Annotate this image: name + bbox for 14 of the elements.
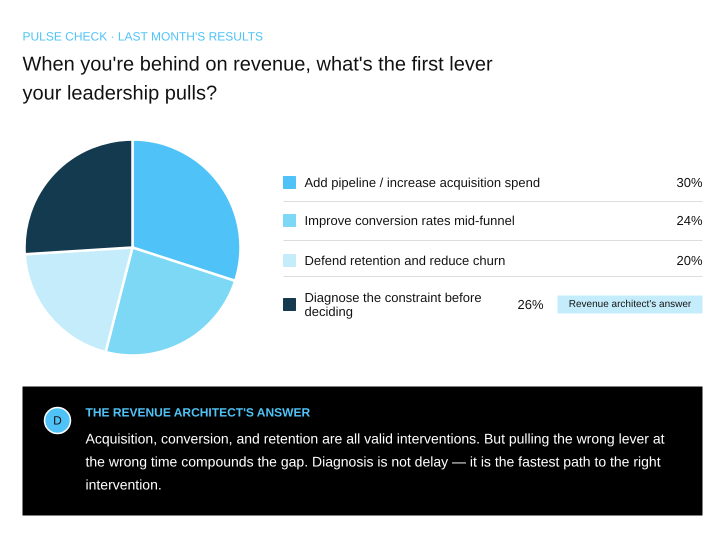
- legend-label: Improve conversion rates mid-funnel: [304, 213, 515, 228]
- data-label: 26%: [517, 297, 544, 312]
- text: Acquisition, conversion, and retention are all valid interventions. But pulling the wrong lever at the wrong time compounds the gap. Diagnosis is not delay — it is the fastest path to the right intervention.: [86, 430, 665, 492]
- legend-label: Diagnose the constraint before deciding: [304, 290, 482, 319]
- data-label: 24%: [676, 213, 703, 228]
- legend-label: Defend retention and reduce churn: [304, 253, 506, 268]
- data-label: 20%: [676, 253, 703, 268]
- legend-label: Add pipeline / increase acquisition spend: [304, 175, 540, 190]
- chart-title: When you're behind on revenue, what's the first lever your leadership pulls?: [22, 54, 493, 104]
- text: THE REVENUE ARCHITECT'S ANSWER: [86, 406, 310, 420]
- data-label: 30%: [676, 175, 703, 190]
- text: D: [53, 414, 62, 428]
- text: Revenue architect's answer: [568, 299, 692, 310]
- chart-subtitle: PULSE CHECK · LAST MONTH'S RESULTS: [22, 30, 264, 44]
